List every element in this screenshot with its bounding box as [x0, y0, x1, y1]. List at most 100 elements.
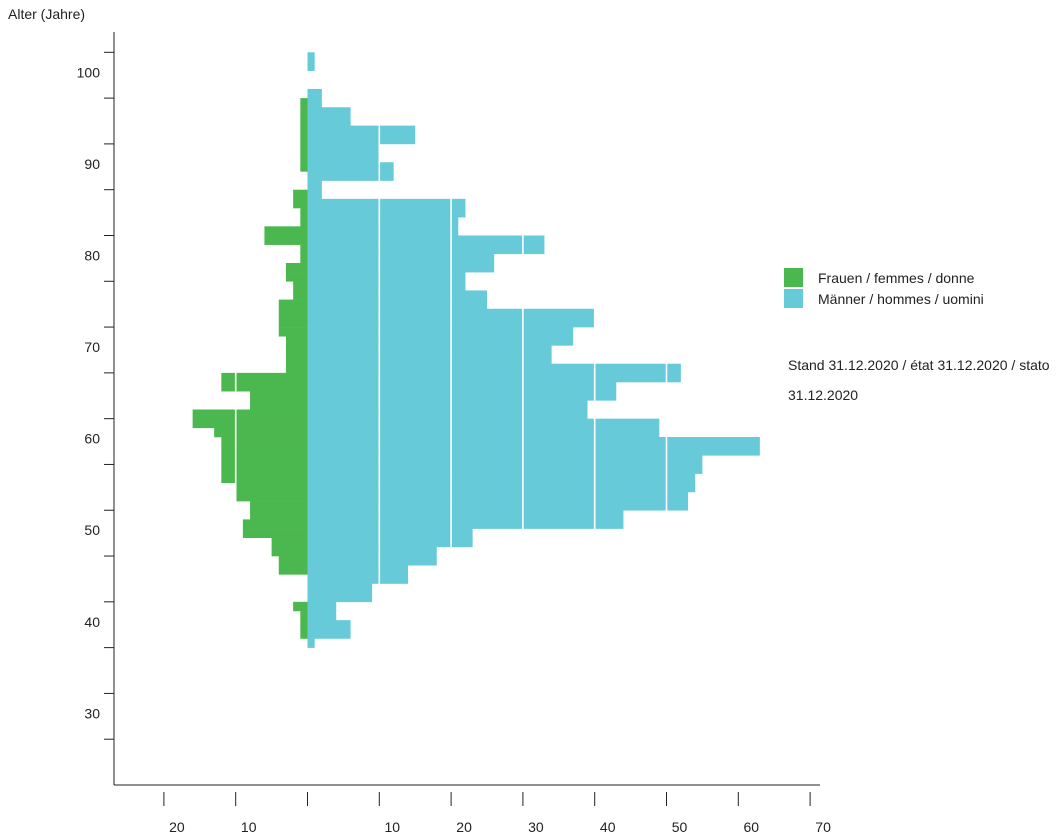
bar-frauen-age-53	[235, 482, 308, 493]
bar-frauen-age-91	[300, 134, 308, 145]
bar-maenner-age-74	[307, 290, 487, 300]
legend-label-frauen: Frauen / femmes / donne	[818, 269, 975, 286]
bar-frauen-age-57	[221, 446, 308, 456]
bar-maenner-age-56	[307, 455, 703, 465]
bar-maenner-age-38	[307, 620, 351, 630]
bar-maenner-age-59	[307, 427, 660, 438]
bar-maenner-age-49	[307, 519, 624, 529]
bar-frauen-age-63	[250, 391, 308, 401]
bar-frauen-age-49	[242, 519, 308, 529]
bar-maenner-age-45	[307, 556, 437, 566]
bar-maenner-age-94	[307, 107, 351, 117]
bar-frauen-age-62	[250, 400, 308, 410]
bar-maenner-age-52	[307, 491, 689, 502]
bar-maenner-age-64	[307, 382, 617, 392]
bar-maenner-age-93	[307, 116, 351, 126]
bar-maenner-age-96	[307, 88, 322, 99]
bar-maenner-age-92	[307, 125, 416, 136]
y-tick-label-70: 70	[84, 339, 100, 355]
bar-frauen-age-39	[300, 610, 308, 621]
x-tick-label--20: 20	[169, 819, 185, 835]
bar-frauen-age-69	[285, 336, 308, 346]
bar-frauen-age-37	[300, 629, 308, 639]
bar-maenner-age-58	[307, 436, 760, 447]
bar-frauen-age-60	[192, 418, 308, 429]
bar-frauen-age-88	[300, 162, 308, 172]
bar-frauen-age-56	[221, 455, 308, 465]
bar-maenner-age-54	[307, 473, 696, 484]
bar-maenner-age-77	[307, 262, 495, 273]
bar-frauen-age-95	[300, 98, 308, 108]
bar-maenner-age-69	[307, 336, 574, 346]
bar-maenner-age-88	[307, 162, 394, 172]
bar-maenner-age-37	[307, 629, 351, 639]
bar-maenner-age-76	[307, 272, 466, 282]
bar-maenner-age-41	[307, 592, 373, 603]
bar-maenner-age-46	[307, 546, 437, 557]
data-date-note: Stand 31.12.2020 / état 31.12.2020 / sta…	[788, 357, 1050, 403]
bar-frauen-age-72	[278, 308, 308, 319]
bar-frauen-age-67	[285, 354, 308, 365]
y-tick-label-60: 60	[84, 431, 100, 447]
x-tick-label-60: 60	[744, 819, 760, 835]
bar-frauen-age-71	[278, 317, 308, 328]
bar-maenner-age-89	[307, 153, 380, 163]
legend-item-frauen: Frauen / femmes / donne	[784, 268, 984, 287]
y-tick-label-100: 100	[77, 64, 101, 80]
bar-frauen-age-47	[271, 537, 308, 548]
bar-maenner-age-47	[307, 537, 473, 548]
bar-maenner-age-55	[307, 464, 703, 474]
x-tick-label-40: 40	[600, 819, 616, 835]
bar-frauen-age-45	[278, 556, 308, 566]
bar-frauen-age-76	[285, 272, 308, 282]
legend-swatch-maenner	[784, 289, 803, 308]
bar-maenner-age-73	[307, 299, 487, 310]
bar-frauen-age-40	[293, 601, 308, 612]
axes-group: 100 90 80 70 60 50 40 30 20 10 10 20 30 40 50 60 70	[77, 32, 831, 835]
x-tick-label-70: 70	[815, 819, 831, 835]
x-tick-label-50: 50	[672, 819, 688, 835]
bar-maenner-age-48	[307, 528, 473, 539]
bar-frauen-age-74	[293, 290, 308, 300]
bar-maenner-age-87	[307, 171, 394, 181]
bar-frauen-age-82	[300, 217, 308, 227]
bar-maenner-age-83	[307, 208, 466, 218]
bar-maenner-age-68	[307, 345, 552, 355]
bar-frauen-age-75	[293, 281, 308, 291]
bar-frauen-age-66	[285, 363, 308, 374]
bar-frauen-age-94	[300, 107, 308, 117]
bar-frauen-age-92	[300, 125, 308, 136]
bar-frauen-age-80	[264, 235, 308, 245]
bar-maenner-age-95	[307, 98, 322, 108]
bar-frauen-age-68	[285, 345, 308, 355]
bar-maenner-age-66	[307, 363, 681, 374]
bar-frauen-age-65	[221, 372, 308, 383]
bar-maenner-age-50	[307, 510, 624, 520]
bar-maenner-age-43	[307, 574, 409, 584]
legend-label-maenner: Männer / hommes / uomini	[818, 290, 984, 307]
bar-frauen-age-61	[192, 409, 308, 419]
bar-frauen-age-77	[285, 262, 308, 273]
bar-frauen-age-84	[293, 198, 308, 209]
x-tick-label-30: 30	[528, 819, 544, 835]
bar-frauen-age-38	[300, 620, 308, 630]
bar-maenner-age-79	[307, 244, 545, 255]
bar-frauen-age-52	[235, 491, 308, 502]
bar-frauen-age-78	[300, 253, 308, 264]
bar-frauen-age-64	[221, 382, 308, 392]
legend-swatch-frauen	[784, 268, 803, 287]
bar-maenner-age-99	[307, 61, 315, 71]
bar-maenner-age-75	[307, 281, 466, 291]
bar-maenner-age-65	[307, 372, 681, 383]
bar-maenner-age-100	[307, 52, 315, 62]
bar-maenner-age-60	[307, 418, 660, 429]
bar-frauen-age-89	[300, 153, 308, 163]
y-tick-label-90: 90	[84, 156, 100, 172]
bar-maenner-age-70	[307, 327, 574, 337]
legend-item-maenner: Männer / hommes / uomini	[784, 289, 984, 308]
bar-frauen-age-70	[278, 327, 308, 337]
x-tick-label-20: 20	[456, 819, 472, 835]
bar-maenner-age-40	[307, 601, 337, 612]
bar-maenner-age-86	[307, 180, 322, 190]
